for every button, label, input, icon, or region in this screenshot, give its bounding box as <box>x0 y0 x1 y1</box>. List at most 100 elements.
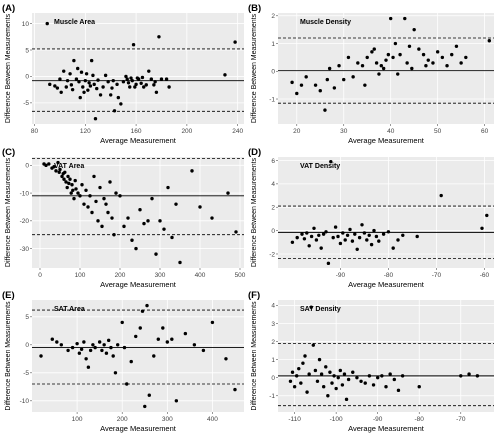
y-axis-title: Difference Between Measurements <box>251 13 258 123</box>
data-point <box>116 343 120 347</box>
data-point <box>159 77 164 81</box>
data-point <box>400 374 405 378</box>
data-point <box>313 83 318 87</box>
data-point <box>98 93 103 97</box>
data-point <box>327 66 332 71</box>
data-point <box>72 58 76 63</box>
x-tick-label: -100 <box>330 416 343 423</box>
data-point <box>60 174 64 179</box>
data-point <box>372 47 376 51</box>
data-point <box>417 47 421 51</box>
data-point <box>68 177 72 181</box>
data-point <box>174 399 179 403</box>
data-point <box>93 345 97 350</box>
data-point <box>100 348 104 353</box>
data-point <box>131 43 136 47</box>
data-point <box>64 85 68 89</box>
data-point <box>119 102 123 106</box>
y-tick-label: -1 <box>269 96 275 103</box>
data-point <box>39 354 43 358</box>
data-point <box>405 61 409 65</box>
data-point <box>351 75 355 79</box>
data-point <box>290 370 295 374</box>
data-point <box>140 309 145 313</box>
x-axis-title: Average Measurement <box>100 280 177 289</box>
data-point <box>59 90 63 94</box>
data-point <box>115 82 119 87</box>
data-point <box>122 345 127 350</box>
data-point <box>360 64 365 68</box>
data-point <box>313 368 318 373</box>
data-point <box>388 372 392 376</box>
data-point <box>295 235 299 240</box>
data-point <box>345 233 350 237</box>
data-point <box>435 50 440 54</box>
data-point <box>162 227 166 231</box>
panel-letter: (D) <box>248 147 261 158</box>
y-axis-title: Difference Between Measurements <box>5 301 12 411</box>
data-point <box>357 235 362 240</box>
data-point <box>294 374 299 378</box>
y-tick-label: 2 <box>271 205 275 212</box>
data-point <box>125 382 129 386</box>
data-point <box>410 66 414 71</box>
data-point <box>487 39 492 43</box>
x-tick-label: 40 <box>387 128 395 135</box>
data-point <box>290 240 295 244</box>
data-point <box>342 77 346 82</box>
data-point <box>68 72 72 76</box>
data-point <box>412 27 416 32</box>
data-point <box>82 340 86 344</box>
data-point <box>74 187 78 191</box>
data-point <box>351 370 355 374</box>
data-point <box>45 21 49 26</box>
data-point <box>396 72 400 76</box>
data-point <box>57 170 61 174</box>
data-point <box>78 194 82 198</box>
x-tick-label: -70 <box>432 272 442 279</box>
data-point <box>363 83 367 87</box>
data-point <box>76 191 80 195</box>
data-point <box>86 365 91 369</box>
data-point <box>381 66 386 71</box>
x-tick-label: 80 <box>31 128 39 135</box>
data-point <box>355 375 359 380</box>
data-point <box>142 85 146 89</box>
data-point <box>142 221 146 226</box>
x-tick-label: 20 <box>293 128 301 135</box>
data-point <box>75 341 79 346</box>
x-tick-label: 240 <box>232 128 243 135</box>
data-point <box>102 196 106 201</box>
data-point <box>224 357 228 361</box>
data-point <box>356 61 360 65</box>
data-point <box>454 44 459 48</box>
data-point <box>485 213 489 218</box>
data-point <box>52 165 56 169</box>
data-point <box>104 351 109 355</box>
data-point <box>302 237 307 241</box>
data-point <box>464 55 468 60</box>
data-point <box>407 44 412 48</box>
data-point <box>154 90 159 94</box>
data-point <box>73 178 77 183</box>
data-point <box>386 52 391 57</box>
y-axis-title: Difference Between Measurements <box>5 13 12 123</box>
y-tick-label: 1 <box>271 357 275 364</box>
data-point <box>350 239 355 243</box>
x-axis-title: Average Measurement <box>348 136 425 145</box>
data-point <box>372 228 376 233</box>
data-point <box>93 117 98 121</box>
data-point <box>311 343 316 347</box>
data-point <box>403 16 407 21</box>
data-point <box>76 66 80 71</box>
data-point <box>134 246 138 251</box>
data-point <box>305 390 309 394</box>
data-point <box>192 343 197 347</box>
data-point <box>62 69 66 73</box>
data-point <box>459 61 463 65</box>
data-point <box>346 55 351 60</box>
data-point <box>84 188 88 192</box>
data-point <box>104 202 108 206</box>
data-point <box>54 169 58 173</box>
data-point <box>234 230 238 234</box>
